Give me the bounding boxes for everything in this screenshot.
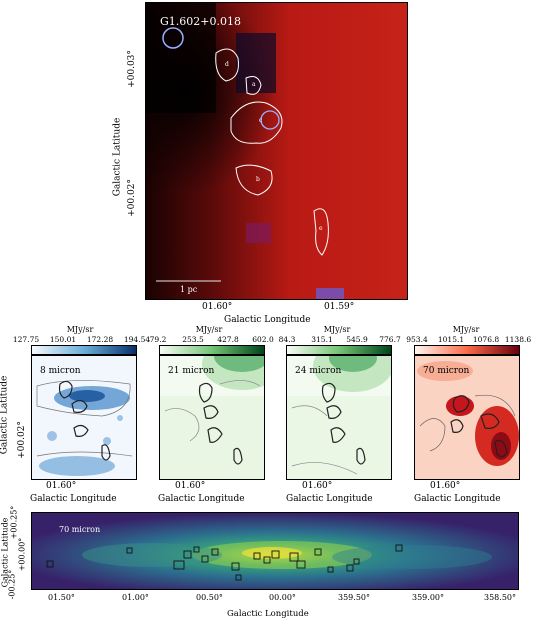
contour-b (235, 164, 273, 196)
top-xtick-2: 01.59° (324, 302, 355, 312)
bottom-ylabel: Galactic Latitude (0, 517, 10, 588)
top-xlabel: Galactic Longitude (224, 315, 311, 325)
top-ylabel: Galactic Latitude (112, 117, 123, 197)
p70-xlabel: Galactic Longitude (414, 494, 501, 504)
top-xtick-1: 01.60° (202, 302, 233, 312)
cb24-tick: 84.3 (278, 335, 296, 344)
rgb-composite-image (146, 3, 407, 299)
bottom-xlabel: Galactic Longitude (227, 609, 309, 619)
cb24-tick: 315.1 (311, 335, 333, 344)
beam-circle (162, 27, 184, 49)
p24-xlabel: Galactic Longitude (286, 494, 373, 504)
panel-8-label: 8 micron (40, 366, 81, 376)
cb8-tick: 127.75 (12, 335, 40, 344)
p21-xlabel: Galactic Longitude (158, 494, 245, 504)
panel-24-label: 24 micron (295, 366, 342, 376)
bottom-xtick-4: 00.00° (269, 593, 296, 602)
p8-xtick: 01.60° (46, 481, 77, 491)
p24-xtick: 01.60° (302, 481, 333, 491)
cb70-tick: 953.4 (406, 335, 428, 344)
cb70-tick: 1076.8 (472, 335, 500, 344)
top-image-panel: G1.602+0.018 d a c b e 1 pc (145, 2, 408, 300)
cb21-unit: MJy/sr (195, 325, 223, 334)
clump-label-e: e (319, 225, 323, 232)
source-name-label: G1.602+0.018 (160, 15, 241, 28)
bottom-ytick-1: +00.25° (9, 505, 19, 540)
p70-xtick: 01.60° (430, 481, 461, 491)
cb21-tick: 253.5 (182, 335, 204, 344)
middle-ytick: +00.02° (16, 421, 27, 459)
contour-a (245, 76, 262, 95)
p21-xtick: 01.60° (175, 481, 206, 491)
cb70-unit: MJy/sr (452, 325, 480, 334)
contour-d (215, 48, 239, 82)
cb24-unit: MJy/sr (323, 325, 351, 334)
bottom-ytick-2: +00.00° (17, 537, 27, 572)
cb70-tick: 1015.1 (437, 335, 465, 344)
bottom-xtick-1: 01.50° (48, 593, 75, 602)
clump-label-c: c (259, 117, 263, 124)
clump-label-d: d (225, 61, 229, 68)
middle-ylabel: Galactic Latitude (0, 375, 10, 455)
contour-c (230, 101, 283, 144)
panel-21-micron: 21 micron (159, 355, 265, 480)
clump-label-b: b (256, 176, 260, 183)
panel-70-micron: 70 micron (414, 355, 520, 480)
cb8-tick: 194.54 (123, 335, 151, 344)
cb24-tick: 776.7 (379, 335, 401, 344)
bottom-70-micron-panel: 70 micron (31, 512, 519, 590)
bottom-xtick-3: 00.50° (196, 593, 223, 602)
cb21-tick: 427.8 (217, 335, 239, 344)
clump-label-a: a (252, 81, 256, 88)
cb8-tick: 150.01 (49, 335, 77, 344)
panel-21-label: 21 micron (168, 366, 215, 376)
bottom-xtick-7: 358.50° (484, 593, 516, 602)
panel-8-micron: 8 micron (31, 355, 137, 480)
scale-bar-label: 1 pc (180, 285, 198, 294)
cb24-tick: 545.9 (346, 335, 368, 344)
contour-e (313, 208, 329, 256)
panel-70-label: 70 micron (423, 366, 470, 376)
source-circle (260, 110, 280, 130)
bottom-panel-label: 70 micron (59, 525, 101, 534)
p8-xlabel: Galactic Longitude (30, 494, 117, 504)
cb70-tick: 1138.6 (504, 335, 532, 344)
bottom-xtick-2: 01.00° (122, 593, 149, 602)
cb8-tick: 172.28 (86, 335, 114, 344)
cb21-tick: 602.0 (252, 335, 274, 344)
cb8-unit: MJy/sr (66, 325, 94, 334)
panel-24-micron: 24 micron (286, 355, 392, 480)
top-ytick-1: +00.03° (126, 50, 137, 88)
cb21-tick: 79.2 (149, 335, 167, 344)
bottom-xtick-5: 359.50° (338, 593, 370, 602)
top-ytick-2: +00.02° (126, 179, 137, 217)
bottom-xtick-6: 359.00° (412, 593, 444, 602)
